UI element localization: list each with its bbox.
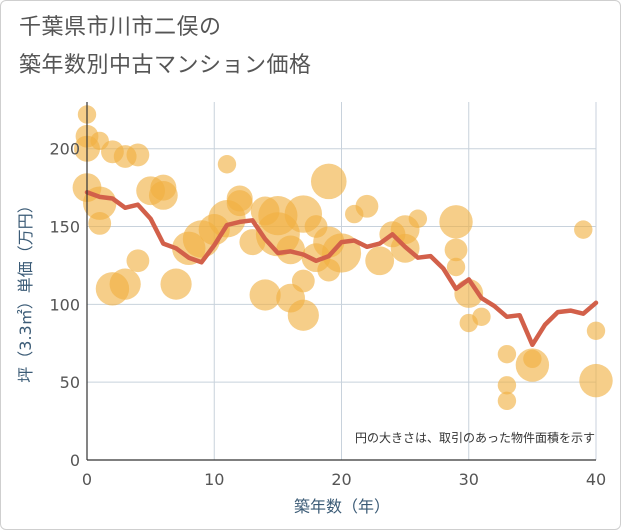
- y-tick-label: 50: [60, 373, 80, 392]
- bubble-point: [574, 220, 593, 239]
- x-tick-label: 10: [204, 470, 224, 489]
- y-axis-label: 坪（3.3㎡）単価（万円）: [16, 197, 35, 382]
- average-price-line: [84, 190, 599, 348]
- bubble-point: [226, 190, 253, 217]
- bubble-point: [249, 279, 281, 311]
- bubble-point: [321, 233, 362, 273]
- bubble-point: [126, 249, 150, 273]
- bubble-point: [310, 163, 347, 200]
- average-line-layer: [84, 190, 599, 348]
- y-tick-label: 0: [70, 451, 80, 470]
- bubble-point: [579, 363, 613, 398]
- bubble-point: [472, 307, 491, 326]
- bubble-point: [355, 194, 379, 218]
- bubble-point: [160, 268, 192, 300]
- bubble-point: [439, 205, 473, 239]
- bubble-point: [291, 269, 315, 293]
- axes: [86, 102, 596, 461]
- bubble-point: [148, 180, 178, 210]
- bubble-point: [586, 321, 606, 341]
- y-tick-label: 200: [49, 140, 80, 159]
- bubble-point: [217, 155, 237, 174]
- bubble-point: [497, 391, 517, 411]
- bubble-point: [365, 246, 395, 276]
- bubble-point: [88, 212, 112, 235]
- bubble-point: [287, 299, 319, 331]
- bubble-point: [444, 238, 468, 262]
- bubble-point: [126, 143, 150, 167]
- y-tick-label: 150: [49, 218, 80, 237]
- tick-labels: 0 10 20 30 40 0 50 100 150 200: [49, 140, 606, 489]
- x-tick-label: 0: [82, 470, 92, 489]
- chart-title-line-2: 築年数別中古マンション価格: [19, 53, 312, 78]
- bubble-point: [497, 376, 517, 395]
- bubble-size-note: 円の大きさは、取引のあった物件面積を示す: [355, 430, 595, 445]
- bubble-point: [523, 349, 542, 369]
- x-axis-label: 築年数（年）: [294, 497, 390, 516]
- bubble-point: [109, 268, 141, 300]
- y-tick-label: 100: [49, 295, 80, 314]
- bubble-point: [497, 344, 517, 364]
- bubble-point: [408, 209, 428, 228]
- chart-title-line-1: 千葉県市川市二俣の: [19, 15, 222, 40]
- x-tick-label: 30: [459, 470, 479, 489]
- x-tick-label: 40: [586, 470, 606, 489]
- x-tick-label: 20: [331, 470, 351, 489]
- chart-title: 千葉県市川市二俣の 築年数別中古マンション価格: [19, 9, 312, 85]
- bubble-point: [446, 257, 466, 277]
- bubble-layer: [72, 105, 613, 411]
